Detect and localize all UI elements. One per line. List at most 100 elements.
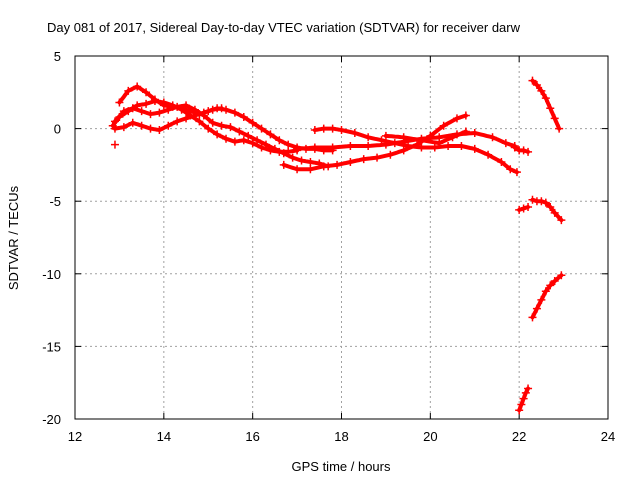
series-track-4 [110, 104, 226, 135]
data-point [364, 133, 373, 142]
data-point [515, 406, 524, 415]
data-point [266, 130, 275, 139]
data-point [119, 107, 128, 116]
series-track-15 [110, 140, 119, 149]
data-point [115, 98, 124, 107]
data-point [217, 121, 226, 130]
data-point [501, 139, 510, 148]
series-track-6 [310, 124, 521, 177]
data-point [532, 304, 541, 313]
x-tick-label: 24 [601, 429, 615, 444]
x-tick-label: 16 [245, 429, 259, 444]
data-point [555, 124, 564, 133]
data-point [537, 295, 546, 304]
x-tick-label: 22 [512, 429, 526, 444]
data-point [257, 124, 266, 133]
data-point [519, 394, 528, 403]
data-point [173, 117, 182, 126]
data-point [310, 143, 319, 152]
data-point [155, 108, 164, 117]
data-point [521, 388, 530, 397]
data-point [293, 144, 302, 153]
data-point [182, 114, 191, 123]
data-point [359, 155, 368, 164]
data-point [537, 86, 546, 95]
data-layer [108, 76, 566, 415]
data-point [208, 118, 217, 127]
data-point [541, 287, 550, 296]
x-axis-label: GPS time / hours [292, 459, 391, 474]
data-point [417, 143, 426, 152]
data-point [470, 144, 479, 153]
series-track-10 [528, 76, 564, 133]
data-point [333, 160, 342, 169]
data-point [222, 134, 231, 143]
data-point [319, 162, 328, 171]
data-point [253, 136, 262, 145]
data-point [239, 136, 248, 145]
data-point [261, 140, 270, 149]
series-track-5 [279, 111, 470, 174]
data-point [217, 104, 226, 113]
data-point [257, 143, 266, 152]
data-point [248, 139, 257, 148]
data-point [557, 216, 566, 225]
data-point [288, 153, 297, 162]
series-track-13 [528, 271, 566, 322]
data-point [541, 94, 550, 103]
data-point [297, 156, 306, 165]
data-point [546, 203, 555, 212]
data-point [346, 157, 355, 166]
series-track-3 [115, 82, 337, 155]
data-point [222, 105, 231, 114]
data-point [142, 99, 151, 108]
data-point [119, 123, 128, 132]
data-point [381, 131, 390, 140]
x-tick-label: 18 [334, 429, 348, 444]
data-point [550, 208, 559, 217]
data-point [550, 114, 559, 123]
grid-layer [75, 56, 608, 419]
ticks-layer: 12 14 16 18 20 22 24 5 0 -5 -10 -15 -20 [42, 49, 615, 444]
data-point [110, 140, 119, 149]
data-point [230, 137, 239, 146]
data-point [177, 104, 186, 113]
data-point [306, 165, 315, 174]
data-point [110, 117, 119, 126]
data-point [557, 271, 566, 280]
data-point [524, 384, 533, 393]
y-tick-label: 0 [54, 122, 61, 137]
data-point [319, 124, 328, 133]
data-point [208, 105, 217, 114]
x-tick-label: 20 [423, 429, 437, 444]
series-track-9 [510, 143, 533, 156]
series-track-12 [515, 203, 533, 214]
x-tick-label: 14 [157, 429, 171, 444]
data-point [537, 197, 546, 206]
data-point [244, 131, 253, 140]
data-point [541, 198, 550, 207]
y-tick-label: -20 [42, 412, 61, 427]
data-point [146, 110, 155, 119]
data-point [510, 143, 519, 152]
data-point [350, 128, 359, 137]
data-point [310, 126, 319, 135]
data-point [488, 133, 497, 142]
data-point [373, 153, 382, 162]
data-point [346, 142, 355, 151]
data-point [528, 313, 537, 322]
data-point [417, 136, 426, 145]
y-tick-label: -15 [42, 339, 61, 354]
data-point [337, 126, 346, 135]
series-track-11 [528, 195, 566, 225]
data-point [146, 124, 155, 133]
data-point [546, 104, 555, 113]
data-point [168, 102, 177, 111]
data-point [444, 142, 453, 151]
data-point [461, 111, 470, 120]
y-tick-label: -10 [42, 267, 61, 282]
data-point [124, 86, 133, 95]
data-point [470, 128, 479, 137]
data-point [328, 143, 337, 152]
